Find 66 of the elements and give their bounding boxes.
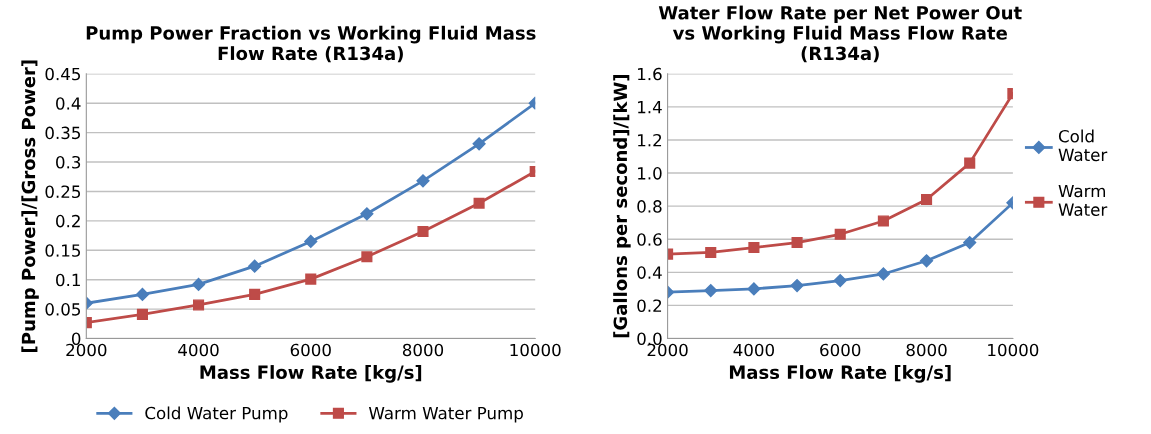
point — [920, 193, 933, 206]
x-tick-label: 2000 — [66, 343, 107, 357]
x-tick-label: 10000 — [510, 343, 561, 357]
point — [919, 254, 934, 268]
point — [791, 236, 803, 249]
x-tick-label: 4000 — [178, 343, 219, 357]
x-tick-label: 6000 — [290, 343, 331, 357]
point — [472, 137, 486, 151]
point — [963, 235, 977, 250]
x-tick-label: 2000 — [647, 343, 688, 357]
legend-label: Warm Water — [1058, 184, 1108, 216]
y-tick-label: 0.2 — [637, 299, 662, 312]
y-axis-title: [Pump Power]/[Gross Power] — [21, 60, 39, 352]
y-tick-label: 0.1 — [56, 273, 80, 287]
point — [790, 278, 804, 293]
point — [248, 259, 262, 273]
point — [473, 197, 485, 209]
y-tick-label: 0.0 — [637, 332, 662, 346]
y-tick-label: 0.3 — [56, 155, 81, 169]
y-tick-label: 1.6 — [638, 67, 662, 81]
point — [305, 273, 317, 285]
chart-title: Pump Power Fraction vs Working Fluid Mass Flow Rate (R134a) — [86, 25, 536, 63]
chart-title: Water Flow Rate per Net Power Out vs Working Fluid Mass Flow Rate (R134a) — [658, 5, 1022, 63]
point — [417, 225, 429, 238]
y-tick-label: 0.4 — [637, 266, 662, 279]
point — [834, 228, 846, 240]
point — [833, 274, 847, 288]
x-tick-label: 8000 — [402, 343, 444, 357]
point — [876, 267, 890, 281]
y-tick-label: 0.05 — [45, 303, 81, 316]
point — [135, 287, 150, 301]
point — [416, 174, 430, 188]
y-tick-label: 0.6 — [637, 233, 662, 246]
x-tick-label: 6000 — [820, 343, 861, 357]
point — [747, 282, 761, 296]
point — [964, 157, 976, 169]
point — [191, 277, 206, 291]
x-axis-title: Mass Flow Rate [kg/s] — [729, 365, 951, 383]
y-tick-label: 1.4 — [638, 101, 662, 114]
x-axis-title: Mass Flow Rate [kg/s] — [200, 365, 422, 383]
point — [304, 234, 318, 249]
point — [361, 251, 373, 263]
legend-label: Cold Water Pump — [145, 406, 288, 423]
legend-label: Cold Water — [1058, 129, 1108, 162]
point — [704, 283, 718, 298]
point — [877, 215, 889, 227]
y-axis-title: [Gallons per second]/[kW] — [613, 74, 631, 338]
y-tick-label: 0.15 — [45, 244, 81, 257]
x-tick-label: 4000 — [733, 343, 775, 357]
y-tick-label: 0.4 — [56, 97, 81, 110]
y-tick-label: 1.2 — [638, 133, 662, 147]
x-tick-label: 8000 — [906, 343, 947, 357]
point — [192, 299, 205, 311]
point — [360, 207, 374, 221]
legend-label: Warm Water Pump — [368, 406, 523, 423]
y-tick-label: 0.25 — [45, 185, 81, 199]
y-tick-label: 0.2 — [56, 214, 80, 228]
x-tick-label: 10000 — [988, 343, 1039, 357]
y-tick-label: 0.8 — [637, 200, 662, 213]
point — [249, 288, 261, 300]
y-tick-label: 0.35 — [45, 126, 81, 140]
point — [136, 308, 148, 320]
point — [705, 246, 717, 259]
point — [748, 241, 760, 254]
y-tick-label: 0.45 — [45, 67, 81, 81]
y-tick-label: 1.0 — [638, 167, 662, 180]
